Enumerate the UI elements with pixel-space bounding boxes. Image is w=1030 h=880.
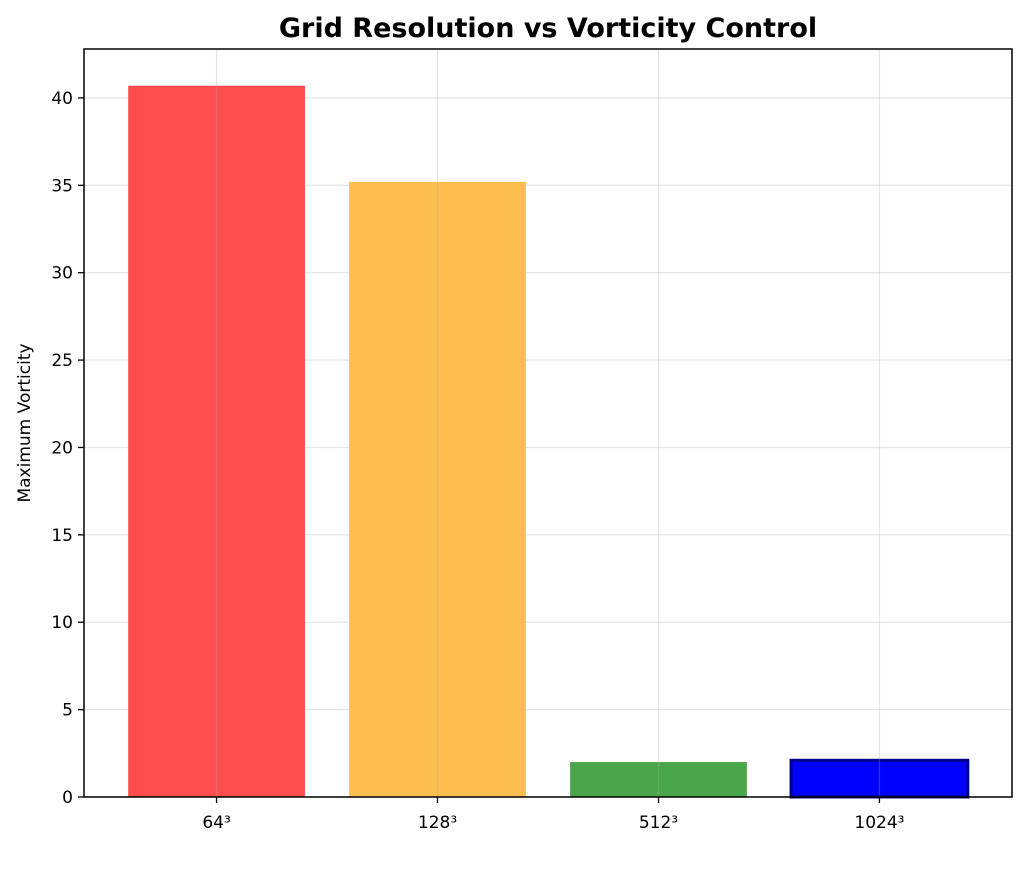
y-tick-label: 0 <box>62 788 73 808</box>
vertical-grid-layer <box>215 49 881 797</box>
y-tick-label: 25 <box>51 351 73 371</box>
y-tick-label: 20 <box>51 438 73 458</box>
plot-frame <box>83 48 1013 798</box>
bar-2 <box>570 762 747 797</box>
y-axis-label: Maximum Vorticity <box>15 343 35 502</box>
x-tick-label: 1024³ <box>854 813 904 833</box>
bar-3 <box>789 758 970 799</box>
y-tick-label: 5 <box>62 701 73 721</box>
x-axis: 64³ 128³ 512³ 1024³ <box>202 797 904 833</box>
chart-title: Grid Resolution vs Vorticity Control <box>279 13 817 44</box>
x-tick-label: 128³ <box>418 813 457 833</box>
x-tick-label: 64³ <box>202 813 230 833</box>
bar-1 <box>349 181 526 797</box>
bars-layer <box>128 85 970 799</box>
x-tick-label: 512³ <box>639 813 678 833</box>
y-tick-label: 30 <box>51 264 73 284</box>
bar-0 <box>128 85 305 798</box>
y-tick-label: 40 <box>51 89 73 109</box>
y-tick-label: 35 <box>51 176 73 196</box>
y-tick-label: 10 <box>51 613 73 633</box>
y-tick-label: 15 <box>51 526 73 546</box>
y-axis: 0 5 10 15 20 25 30 35 40 <box>51 89 84 808</box>
